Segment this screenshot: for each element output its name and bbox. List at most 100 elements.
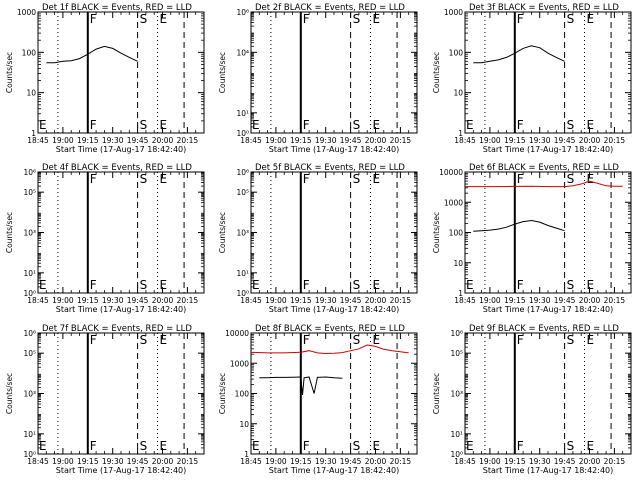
marker-label: E [373,118,381,132]
x-tick-label: 19:45 [340,136,362,145]
x-tick-label: 20:15 [604,457,626,466]
panel-5: Det 5f BLACK = Events, RED = LLD 10⁰ 10¹ 10… [218,163,418,314]
y-tick-label: 10⁵ [23,188,36,197]
panel-title: Det 7f BLACK = Events, RED = LLD [42,324,192,334]
y-tick-label: 10 [26,89,36,98]
series-line-1 [259,376,343,395]
x-tick-label: 18:45 [454,296,476,305]
y-tick-label: 10⁶ [450,329,463,338]
panel-title: Det 5f BLACK = Events, RED = LLD [255,163,405,173]
x-tick-label: 20:15 [604,136,626,145]
panel-title: Det 1f BLACK = Events, RED = LLD [42,3,192,13]
y-axis-label: Counts/sec [218,373,227,414]
x-tick-label: 18:45 [27,296,49,305]
x-tick-label: 19:45 [340,296,362,305]
marker-label-top: S [567,333,575,347]
y-axis-label: Counts/sec [5,373,14,414]
marker-label: F [517,118,524,132]
y-tick-label: 10⁴ [236,48,249,57]
x-tick-label: 20:15 [604,296,626,305]
y-tick-label: 10000 [225,329,249,338]
x-tick-label: 20:15 [390,296,412,305]
x-tick-label: 19:00 [52,457,74,466]
x-tick-label: 20:15 [177,457,199,466]
marker-label: E [466,439,474,453]
x-axis-label: Start Time (17-Aug-17 18:42:40) [483,466,614,475]
y-tick-label: 10000 [439,168,463,177]
x-tick-label: 19:15 [504,296,526,305]
x-tick-label: 18:45 [240,457,262,466]
y-tick-label: 10³ [450,390,463,399]
x-tick-label: 19:15 [504,136,526,145]
y-tick-label: 10 [239,420,249,429]
panel-2: Det 2f BLACK = Events, RED = LLD 10⁰ 10¹ 10… [218,3,418,154]
x-axis-label: Start Time (17-Aug-17 18:42:40) [56,145,187,154]
x-tick-label: 19:00 [479,136,501,145]
x-tick-label: 19:45 [127,457,149,466]
marker-label-top: E [587,172,595,186]
series-line-2 [250,344,409,355]
x-tick-label: 19:15 [290,136,312,145]
marker-label: S [140,118,148,132]
y-tick-label: 10⁵ [23,349,36,358]
marker-label-top: F [303,12,310,26]
x-tick-label: 19:45 [127,136,149,145]
y-tick-label: 10¹ [236,109,249,118]
y-axis-label: Counts/sec [5,52,14,93]
y-tick-label: 10 [453,259,463,268]
x-tick-label: 19:00 [265,457,287,466]
marker-label: S [567,439,575,453]
marker-label: F [90,118,97,132]
y-tick-label: 10⁰ [236,289,249,298]
marker-label-top: S [353,12,361,26]
marker-label: E [373,439,381,453]
marker-label: F [517,278,524,292]
x-axis-label: Start Time (17-Aug-17 18:42:40) [56,305,187,314]
marker-label: S [353,118,361,132]
x-tick-label: 19:30 [102,296,124,305]
marker-label: E [160,118,168,132]
x-tick-label: 18:45 [240,136,262,145]
marker-label: E [252,118,260,132]
marker-label: E [39,278,47,292]
y-tick-label: 10¹ [450,430,463,439]
marker-label: F [90,278,97,292]
marker-label: S [353,439,361,453]
y-tick-label: 10¹ [23,430,36,439]
x-tick-label: 19:45 [340,457,362,466]
plot-frame [464,332,632,455]
x-tick-label: 20:00 [579,296,601,305]
marker-label: E [39,439,47,453]
marker-label-top: S [353,333,361,347]
marker-label: E [252,278,260,292]
x-tick-label: 20:15 [177,136,199,145]
series-line-1 [46,45,138,64]
x-tick-label: 19:00 [265,136,287,145]
y-tick-label: 1 [458,289,463,298]
x-tick-label: 19:15 [504,457,526,466]
x-tick-label: 18:45 [240,296,262,305]
x-tick-label: 19:45 [127,296,149,305]
x-tick-label: 18:45 [27,136,49,145]
marker-label-top: E [160,333,168,347]
y-tick-label: 1 [31,129,36,138]
marker-label-top: S [567,172,575,186]
series-line-1 [473,45,565,64]
panel-3: Det 3f BLACK = Events, RED = LLD 1 10 100 10… [432,3,632,154]
marker-label-top: S [567,12,575,26]
y-tick-label: 100 [22,48,37,57]
y-tick-label: 1 [244,450,249,459]
x-tick-label: 19:15 [77,136,99,145]
x-tick-label: 19:45 [554,296,576,305]
y-tick-label: 10⁰ [450,450,463,459]
y-tick-label: 10⁵ [236,188,249,197]
y-axis-label: Counts/sec [432,373,441,414]
marker-label: E [587,278,595,292]
marker-label-top: E [373,333,381,347]
y-axis-label: Counts/sec [432,52,441,93]
x-axis-label: Start Time (17-Aug-17 18:42:40) [56,466,187,475]
series-line-2 [465,180,623,188]
marker-label-top: F [517,172,524,186]
x-axis-label: Start Time (17-Aug-17 18:42:40) [483,145,614,154]
